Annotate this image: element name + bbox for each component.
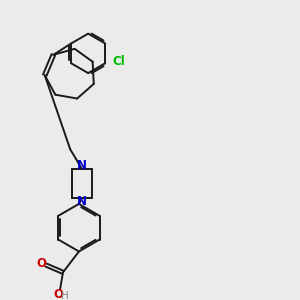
Text: O: O [54,288,64,300]
Text: N: N [77,159,87,172]
Text: O: O [37,257,46,270]
Text: Cl: Cl [112,55,125,68]
Text: H: H [61,291,69,300]
Text: N: N [77,195,87,208]
